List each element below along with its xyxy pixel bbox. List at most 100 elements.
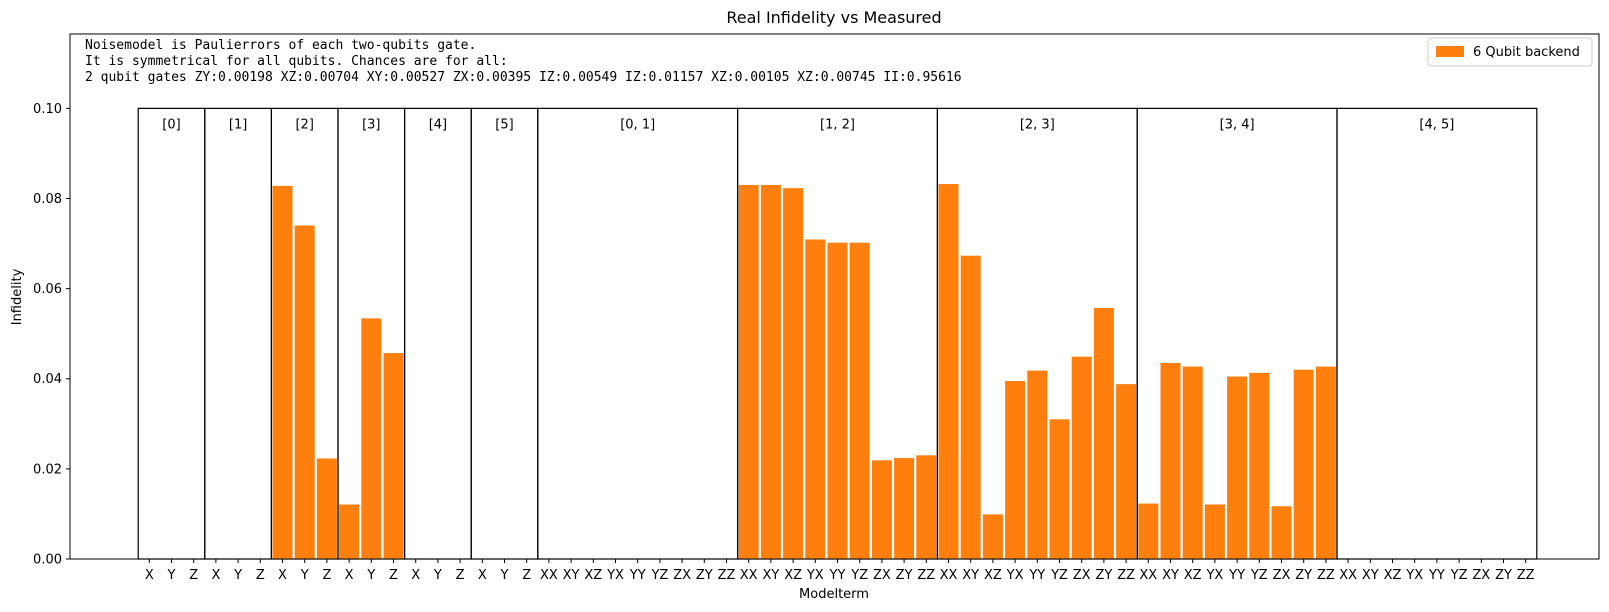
x-tick-label: YX <box>1006 568 1024 583</box>
x-tick-label: YY <box>829 568 846 583</box>
x-tick-label: ZY <box>896 568 913 583</box>
x-tick-label: Z <box>322 568 331 583</box>
y-tick-label: 0.00 <box>33 553 62 568</box>
x-tick-label: ZZ <box>1117 568 1135 583</box>
x-tick-label: YY <box>1428 568 1445 583</box>
bar <box>1071 356 1092 559</box>
bar <box>1116 384 1137 559</box>
group-label: [1] <box>229 117 247 132</box>
bar <box>294 225 315 559</box>
annotation-line-2: It is symmetrical for all qubits. Chance… <box>85 54 508 69</box>
group-label: [4, 5] <box>1419 117 1454 132</box>
annotation-line-1: Noisemodel is Paulierrors of each two-qu… <box>85 38 476 53</box>
x-tick-label: YZ <box>1450 568 1468 583</box>
bar <box>339 504 360 559</box>
bar <box>1027 370 1048 559</box>
legend-box <box>1427 37 1593 67</box>
y-axis-label: Infidelity <box>10 268 25 325</box>
x-tick-label: Y <box>300 568 309 583</box>
bar <box>849 242 870 559</box>
x-tick-label: YY <box>1028 568 1045 583</box>
group-label: [2, 3] <box>1020 117 1055 132</box>
bar <box>1093 307 1114 559</box>
x-tick-label: Z <box>256 568 265 583</box>
y-tick-label: 0.04 <box>33 372 62 387</box>
y-tick-label: 0.06 <box>33 282 62 297</box>
x-axis-ticks: X Y Z X Y Z X Y Z X Y Z X Y Z X Y Z XX XY XZ YX YY YZ ZX ZY ZZ XX XY… <box>145 559 1535 583</box>
x-tick-label: YX <box>1205 568 1223 583</box>
bar <box>1204 504 1225 559</box>
bar <box>1315 366 1336 559</box>
legend-swatch <box>1436 46 1464 57</box>
x-tick-label: Y <box>500 568 509 583</box>
bar <box>960 255 981 559</box>
bar <box>361 318 382 559</box>
x-tick-label: XZ <box>1384 568 1402 583</box>
group-label: [0, 1] <box>620 117 655 132</box>
x-tick-label: X <box>345 568 354 583</box>
bars <box>272 184 1336 560</box>
y-tick-label: 0.10 <box>33 102 62 117</box>
x-tick-label: XY <box>762 568 779 583</box>
x-tick-label: XZ <box>584 568 602 583</box>
x-tick-label: Z <box>189 568 198 583</box>
x-tick-label: YZ <box>850 568 868 583</box>
bar <box>760 184 781 559</box>
x-tick-label: Z <box>522 568 531 583</box>
bar <box>1227 376 1248 559</box>
x-tick-label: X <box>145 568 154 583</box>
bar <box>383 353 404 559</box>
x-tick-label: YZ <box>1050 568 1068 583</box>
x-tick-label: Y <box>167 568 176 583</box>
x-tick-label: XY <box>1162 568 1179 583</box>
x-tick-label: XZ <box>1184 568 1202 583</box>
x-tick-label: ZZ <box>917 568 935 583</box>
x-tick-label: XY <box>1362 568 1379 583</box>
x-tick-label: ZX <box>673 568 691 583</box>
group-label: [3, 4] <box>1220 117 1255 132</box>
x-tick-label: ZY <box>1495 568 1512 583</box>
bar <box>1182 366 1203 559</box>
group-label: [2] <box>295 117 313 132</box>
bar <box>805 239 826 559</box>
x-tick-label: XX <box>1339 568 1357 583</box>
x-tick-label: Z <box>456 568 465 583</box>
annotation-text: Noisemodel is Paulierrors of each two-qu… <box>85 38 962 85</box>
x-tick-label: YY <box>629 568 646 583</box>
x-tick-label: Z <box>389 568 398 583</box>
x-tick-label: XX <box>940 568 958 583</box>
bar <box>938 184 959 559</box>
y-tick-label: 0.02 <box>33 462 62 477</box>
x-tick-label: ZZ <box>1317 568 1335 583</box>
bar <box>1249 372 1270 559</box>
x-tick-label: X <box>411 568 420 583</box>
y-tick-label: 0.08 <box>33 192 62 207</box>
bar <box>1160 362 1181 559</box>
group-label: [1, 2] <box>820 117 855 132</box>
group-label: [4] <box>429 117 447 132</box>
chart-title: Real Infidelity vs Measured <box>726 8 941 27</box>
x-tick-label: Y <box>433 568 442 583</box>
group-label: [3] <box>362 117 380 132</box>
x-tick-label: XZ <box>784 568 802 583</box>
bar <box>272 185 293 560</box>
bar <box>1138 503 1159 559</box>
x-tick-label: X <box>278 568 287 583</box>
bar <box>783 188 804 559</box>
x-tick-label: ZX <box>1073 568 1091 583</box>
x-tick-label: YZ <box>650 568 668 583</box>
x-tick-label: ZX <box>1472 568 1490 583</box>
x-tick-label: YX <box>606 568 624 583</box>
x-axis-label: Modelterm <box>799 587 869 602</box>
x-tick-label: XX <box>540 568 558 583</box>
x-tick-label: ZX <box>1273 568 1291 583</box>
x-tick-label: YX <box>1405 568 1423 583</box>
x-tick-label: ZZ <box>718 568 736 583</box>
x-tick-label: X <box>211 568 220 583</box>
x-tick-label: XY <box>962 568 979 583</box>
x-tick-label: XY <box>563 568 580 583</box>
x-tick-label: ZY <box>696 568 713 583</box>
x-tick-label: ZY <box>1095 568 1112 583</box>
